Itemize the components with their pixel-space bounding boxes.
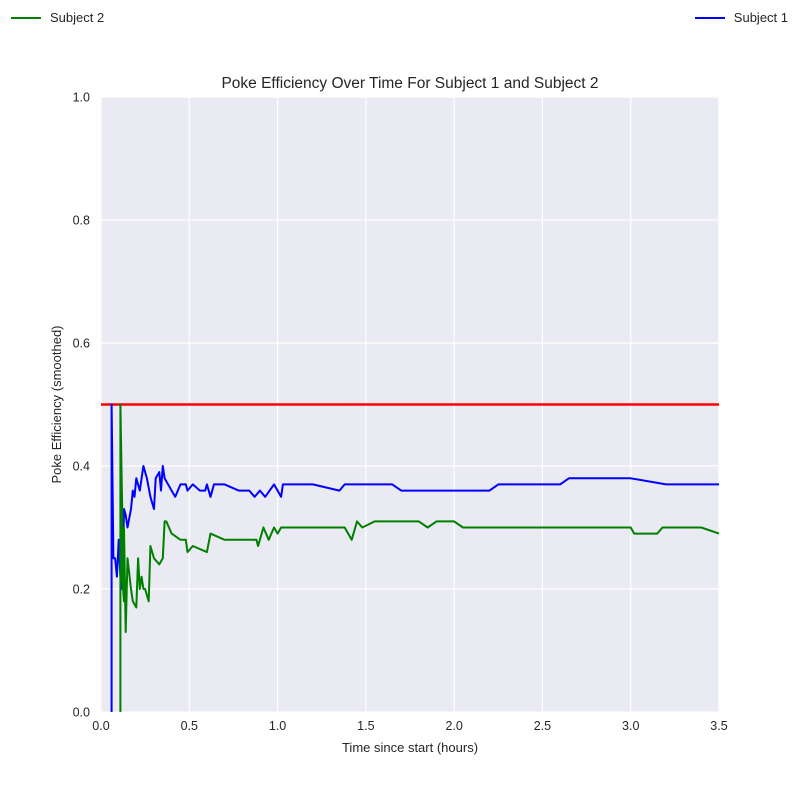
series-line-subject-1 (110, 403, 719, 712)
y-tick-label: 1.0 (73, 91, 90, 105)
legend-label-subject-2: Subject 2 (50, 10, 105, 25)
y-axis-title: Poke Efficiency (smoothed) (49, 326, 64, 484)
x-tick-label: 3.0 (622, 719, 639, 733)
chart-title: Poke Efficiency Over Time For Subject 1 … (221, 75, 598, 92)
x-tick-label: 2.0 (445, 719, 462, 733)
y-tick-label: 0.4 (73, 460, 90, 474)
legend-label-subject-1: Subject 1 (733, 10, 788, 25)
x-tick-label: 0.0 (92, 719, 109, 733)
x-tick-label: 1.5 (357, 719, 374, 733)
x-tick-label: 2.5 (534, 719, 551, 733)
series-layer (110, 403, 720, 712)
y-tick-label: 0.0 (73, 706, 90, 720)
x-tick-label: 0.5 (181, 719, 198, 733)
y-tick-label: 0.8 (73, 214, 90, 228)
x-tick-label: 1.0 (269, 719, 286, 733)
y-tick-label: 0.2 (73, 583, 90, 597)
x-tick-labels: 0.0 0.5 1.0 1.5 2.0 2.5 3.0 3.5 (92, 719, 727, 733)
x-tick-label: 3.5 (710, 719, 727, 733)
legend-swatch-subject-2 (11, 16, 41, 19)
y-tick-label: 0.6 (73, 337, 90, 351)
legend-subject-1: Subject 1 (694, 10, 788, 25)
x-axis-title: Time since start (hours) (342, 740, 478, 755)
y-tick-labels: 0.0 0.2 0.4 0.6 0.8 1.0 (73, 91, 90, 720)
legend-swatch-subject-1 (694, 16, 725, 19)
legend-subject-2: Subject 2 (11, 10, 104, 25)
series-line-subject-2 (119, 403, 720, 712)
